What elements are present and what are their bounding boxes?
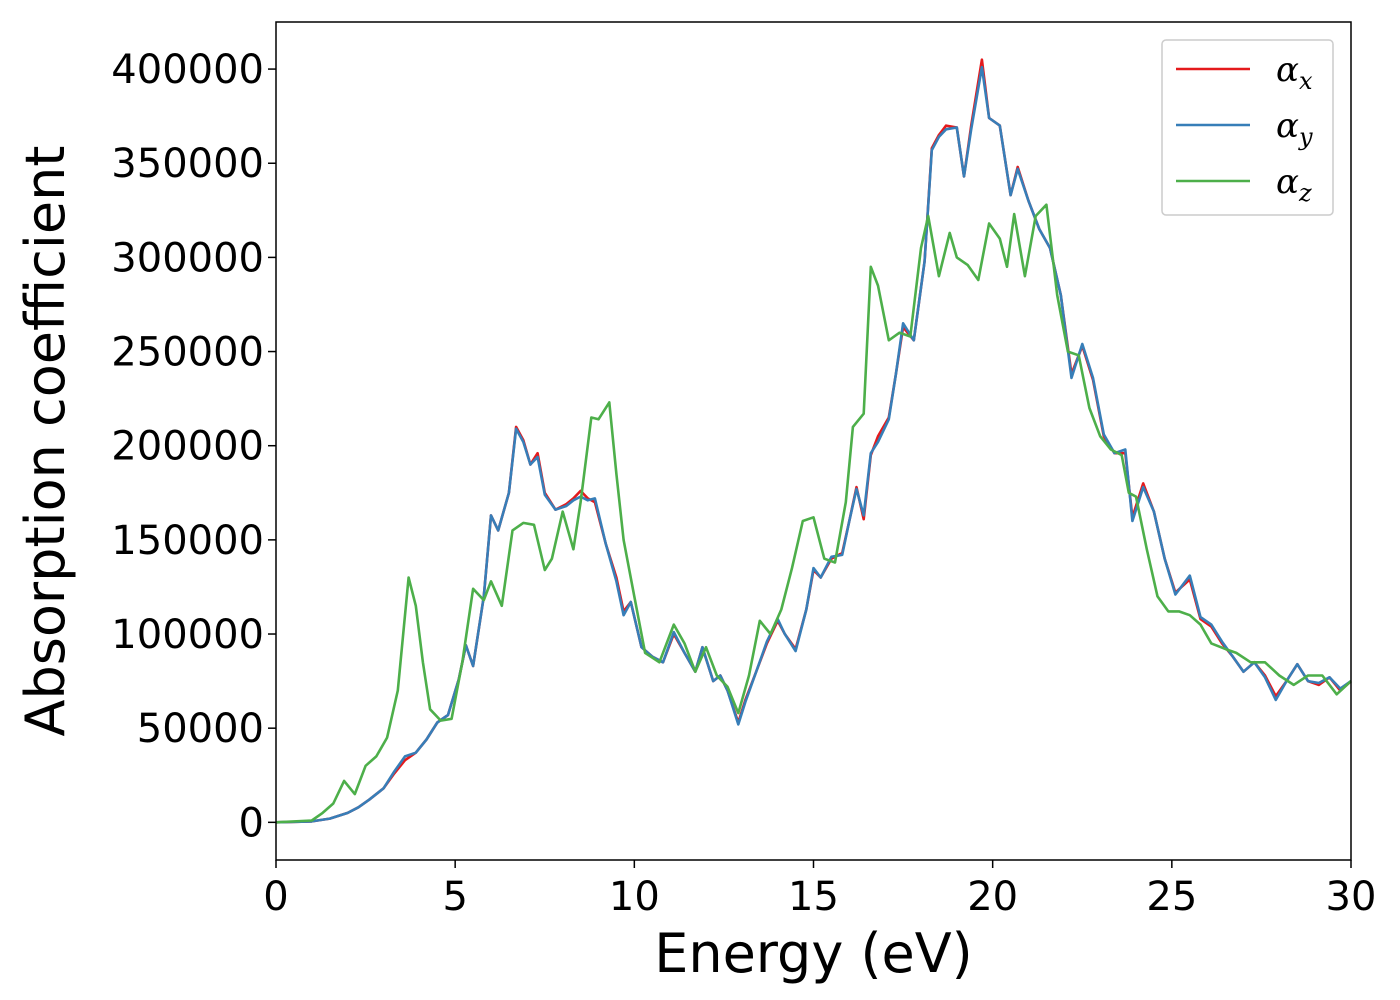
y-axis: 0 50000 100000 150000 200000 250000 300000 3500… <box>111 47 276 846</box>
y-tick-label: 250000 <box>111 330 264 376</box>
legend-label-z: αz <box>1276 162 1312 207</box>
y-tick-label: 350000 <box>111 141 264 187</box>
y-tick-label: 300000 <box>111 235 264 281</box>
x-tick-label: 10 <box>609 874 660 920</box>
y-tick-label: 200000 <box>111 424 264 470</box>
legend-label-y: αy <box>1276 106 1313 151</box>
series-line-y <box>275 65 1352 824</box>
x-tick-label: 30 <box>1326 874 1377 920</box>
y-tick-label: 100000 <box>111 612 264 658</box>
x-tick-label: 15 <box>788 874 839 920</box>
x-axis-title: Energy (eV) <box>654 922 973 985</box>
legend-label-x: αx <box>1276 50 1313 95</box>
y-tick-label: 400000 <box>111 47 264 93</box>
series-line-z <box>275 203 1352 824</box>
legend: αx αy αz <box>1161 39 1334 216</box>
y-axis-title: Absorption coefficient <box>14 146 77 737</box>
legend-box <box>1161 39 1334 216</box>
x-tick-label: 20 <box>967 874 1018 920</box>
y-tick-label: 50000 <box>137 706 264 752</box>
y-tick-label: 0 <box>239 800 264 846</box>
y-tick-label: 150000 <box>111 518 264 564</box>
series-layer <box>275 58 1352 824</box>
x-tick-label: 0 <box>263 874 288 920</box>
x-tick-label: 5 <box>442 874 467 920</box>
x-axis: 0 5 10 15 20 25 30 <box>263 860 1376 920</box>
x-tick-label: 25 <box>1146 874 1197 920</box>
